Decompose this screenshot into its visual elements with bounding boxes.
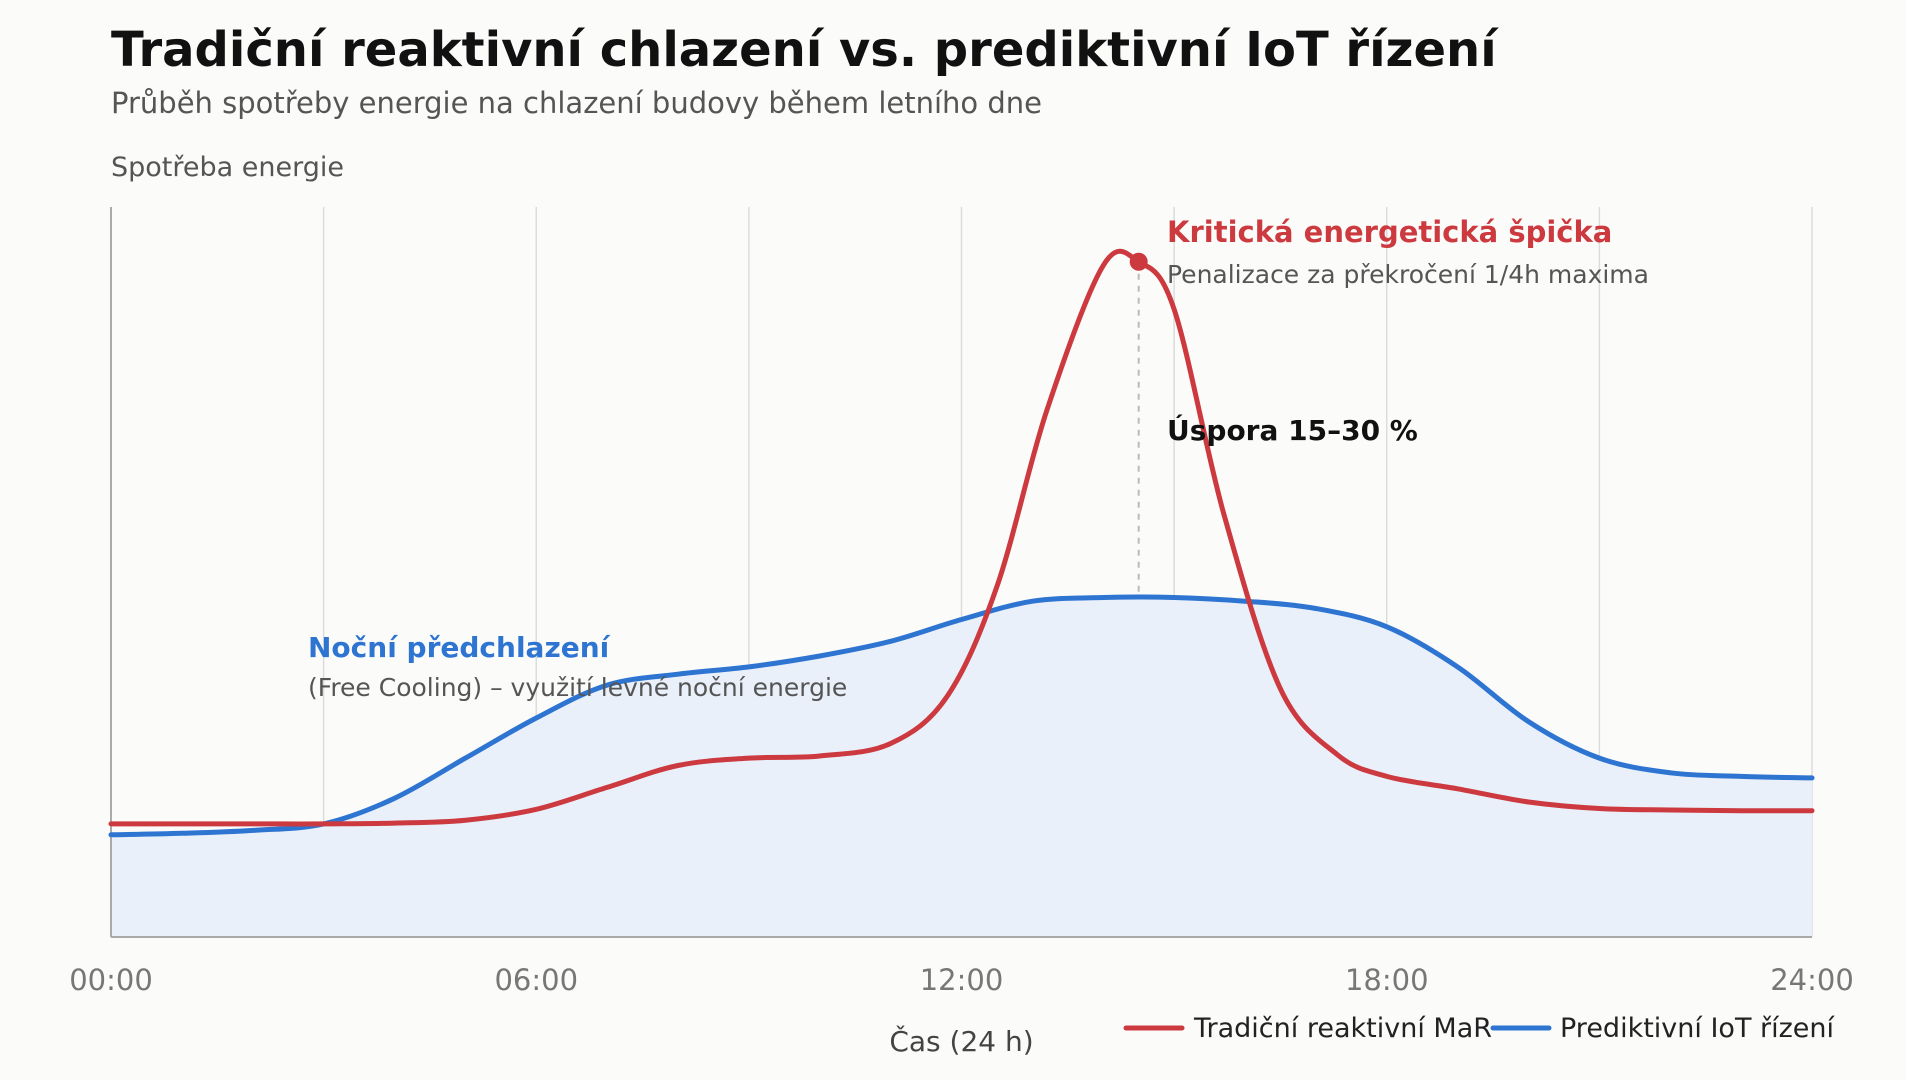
- savings-annotation: Úspora 15–30 %: [1167, 413, 1418, 447]
- precool-annotation-text: (Free Cooling) – využití levné noční ene…: [308, 673, 847, 702]
- x-tick-label: 06:00: [494, 963, 578, 997]
- y-axis-label: Spotřeba energie: [111, 152, 344, 183]
- peak-annotation-text: Penalizace za překročení 1/4h maxima: [1167, 260, 1649, 289]
- x-tick-label: 12:00: [920, 963, 1004, 997]
- chart-subtitle: Průběh spotřeby energie na chlazení budo…: [111, 86, 1043, 120]
- x-tick-label: 00:00: [69, 963, 153, 997]
- chart-title: Tradiční reaktivní chlazení vs. predikti…: [111, 22, 1497, 78]
- predictive-area-fill: [111, 597, 1812, 937]
- peak-annotation-title: Kritická energetická špička: [1167, 215, 1612, 249]
- peak-marker: [1129, 252, 1148, 271]
- x-tick-label: 24:00: [1770, 963, 1854, 997]
- predictive-series-line: [108, 594, 1815, 838]
- x-axis-label: Čas (24 h): [889, 1024, 1033, 1058]
- traditional-series-line: [108, 248, 1815, 827]
- legend-item-traditional-label: Tradiční reaktivní MaR: [1193, 1013, 1492, 1044]
- x-tick-label: 18:00: [1345, 963, 1429, 997]
- legend-item-predictive-label: Prediktivní IoT řízení: [1560, 1013, 1836, 1044]
- precool-annotation-title: Noční předchlazení: [308, 631, 611, 664]
